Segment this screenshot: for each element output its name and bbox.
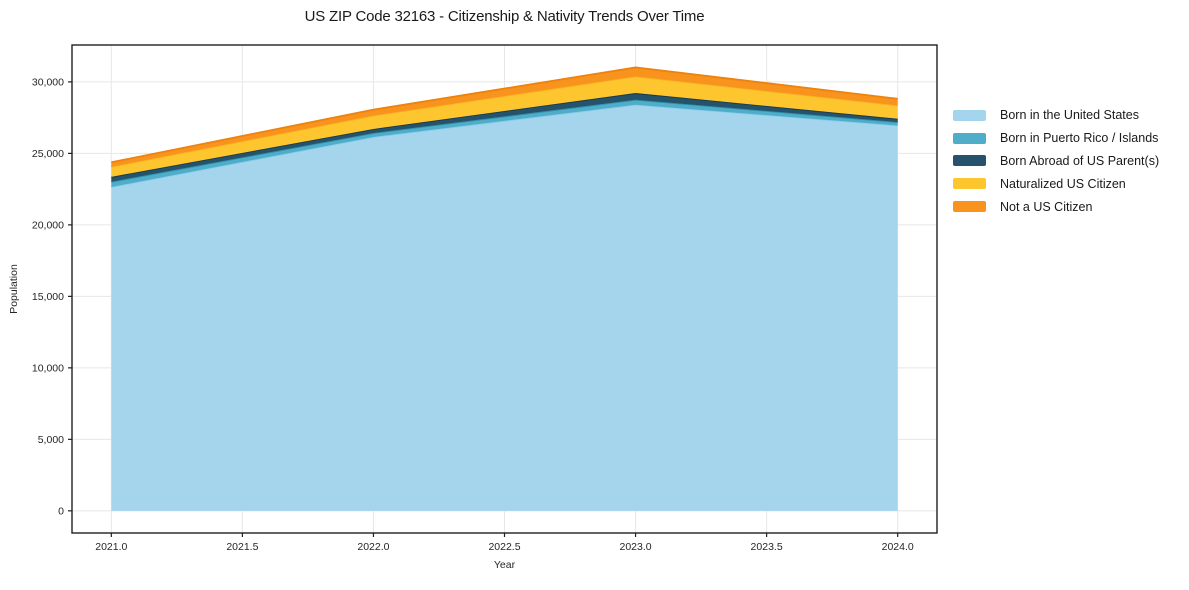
- legend-swatch-born-us: [953, 109, 986, 121]
- x-tick-label: 2023.0: [619, 541, 651, 553]
- stacked-areas: [111, 66, 898, 511]
- legend-swatch-naturalized: [953, 178, 986, 190]
- legend: Born in the United States Born in Puerto…: [953, 104, 1159, 218]
- x-tick-label: 2024.0: [882, 541, 914, 553]
- x-tick-label: 2022.5: [488, 541, 520, 553]
- legend-label: Naturalized US Citizen: [1000, 176, 1126, 191]
- legend-item: Not a US Citizen: [953, 195, 1159, 218]
- x-axis-label: Year: [493, 559, 516, 571]
- y-tick-label: 10,000: [32, 363, 64, 375]
- y-axis-label: Population: [8, 264, 20, 314]
- legend-label: Born in the United States: [1000, 108, 1139, 123]
- x-tick-label: 2021.5: [226, 541, 258, 553]
- area-series-0: [111, 104, 898, 511]
- y-tick-label: 25,000: [32, 148, 64, 160]
- legend-swatch-puerto-rico: [953, 132, 986, 144]
- legend-item: Born Abroad of US Parent(s): [953, 150, 1159, 173]
- y-tick-label: 20,000: [32, 220, 64, 232]
- x-tick-label: 2021.0: [95, 541, 127, 553]
- legend-swatch-not-citizen: [953, 201, 986, 213]
- y-tick-label: 30,000: [32, 77, 64, 89]
- legend-label: Not a US Citizen: [1000, 199, 1093, 214]
- y-tick-label: 0: [58, 506, 64, 518]
- legend-item: Born in the United States: [953, 104, 1159, 127]
- legend-item: Naturalized US Citizen: [953, 172, 1159, 195]
- x-tick-label: 2022.0: [357, 541, 389, 553]
- legend-swatch-born-abroad: [953, 155, 986, 167]
- legend-item: Born in Puerto Rico / Islands: [953, 127, 1159, 150]
- chart-title: US ZIP Code 32163 - Citizenship & Nativi…: [304, 8, 705, 25]
- axis-ticks: 2021.0 2021.5 2022.0 2022.5 2023.0 2023.5 2024…: [32, 77, 914, 553]
- y-tick-label: 5,000: [38, 434, 64, 446]
- x-tick-label: 2023.5: [751, 541, 783, 553]
- y-tick-label: 15,000: [32, 291, 64, 303]
- legend-label: Born Abroad of US Parent(s): [1000, 153, 1160, 168]
- legend-label: Born in Puerto Rico / Islands: [1000, 131, 1159, 146]
- area-edge-4: [111, 66, 898, 164]
